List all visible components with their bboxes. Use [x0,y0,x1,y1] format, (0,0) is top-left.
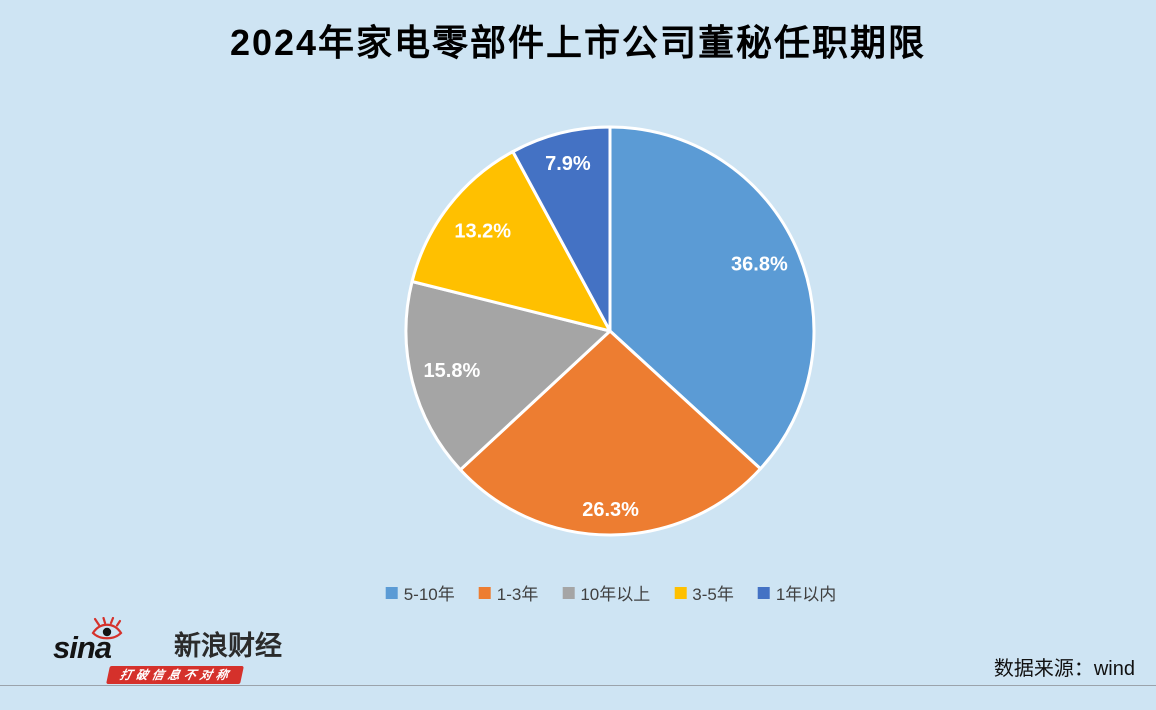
sina-brand-logo: sina 新浪财经 打破信息不对称 [53,617,313,687]
pie-label-5-10年: 36.8% [731,253,788,275]
legend-label: 1-3年 [496,585,539,604]
sina-logo-text: sina [53,630,112,665]
legend-item-10年以上: 10年以上 [562,580,650,605]
chart-legend: 5-10年 1-3年 10年以上 3-5年 1年以内 [385,580,837,605]
footer-divider [0,685,1156,686]
pie-slice-10年以上 [404,280,612,472]
legend-item-1-3年: 1-3年 [478,580,539,605]
legend-label: 1年以内 [775,585,837,604]
legend-label: 5-10年 [403,585,455,604]
pie-label-10年以上: 15.8% [424,360,481,382]
legend-item-1年以内: 1年以内 [757,580,837,605]
pie-label-1-3年: 26.3% [582,499,639,521]
legend-item-3-5年: 3-5年 [674,580,734,605]
page-title: 2024年家电零部件上市公司董秘任职期限 [229,22,927,63]
pie-chart: 36.8% 26.3% 15.8% 13.2% 7.9% [404,125,816,537]
legend-marker-icon [757,586,770,599]
sina-brand-name: 新浪财经 [174,631,282,661]
legend-marker-icon [478,586,491,599]
pie-slice-5-10年 [608,125,816,471]
data-source-label: 数据来源：wind [993,658,1135,680]
pie-slice-1年以内 [511,125,612,333]
pie-slice-1-3年 [458,329,762,537]
legend-label: 3-5年 [692,585,734,604]
legend-label: 10年以上 [580,585,651,604]
legend-item-5-10年: 5-10年 [385,580,455,605]
legend-marker-icon [562,586,575,599]
legend-marker-icon [674,586,687,599]
legend-marker-icon [385,586,398,599]
pie-slice-3-5年 [410,150,612,333]
pie-label-1年以内: 7.9% [545,153,591,175]
pie-label-3-5年: 13.2% [454,220,511,242]
sina-brand-tagline: 打破信息不对称 [106,666,244,684]
sina-eye-icon [91,617,123,640]
